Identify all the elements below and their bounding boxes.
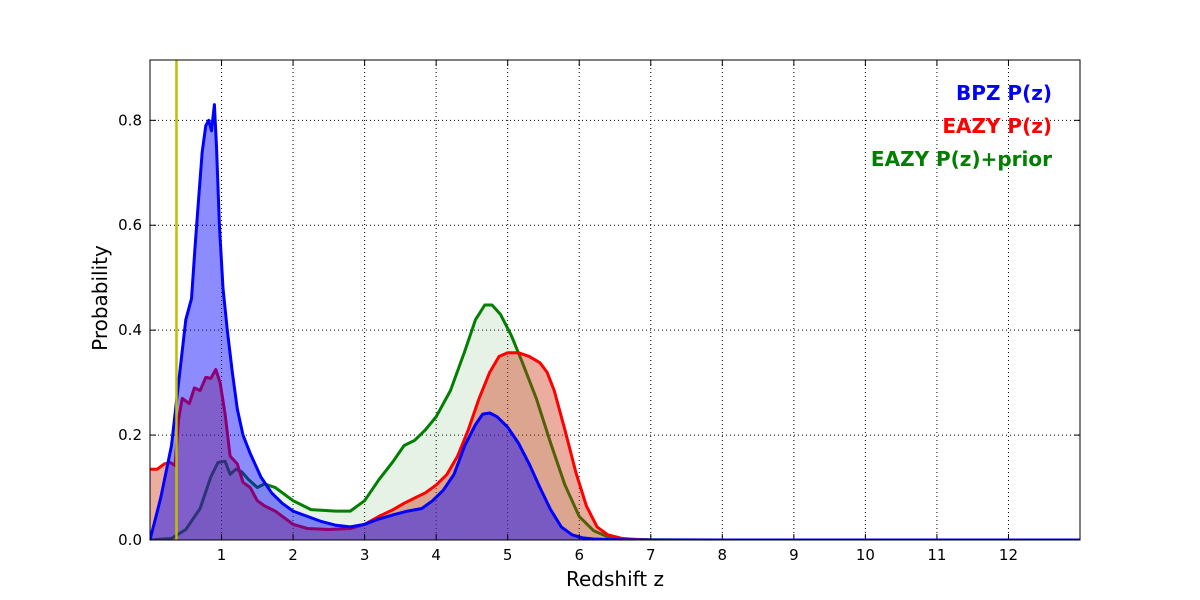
series-line-bpz-p-z — [150, 103, 1080, 540]
grid-layer — [150, 60, 1080, 541]
ticks-layer: 1 2 3 4 5 6 7 8 9 10 11 120.00.20.40.60.8 — [118, 60, 1080, 564]
x-tick-label: 3 — [360, 546, 370, 564]
series-layer — [150, 103, 1080, 540]
x-tick-label: 4 — [431, 546, 441, 564]
legend-entry-eazy: EAZY P(z) — [942, 114, 1052, 138]
y-axis-label: Probability — [88, 245, 112, 351]
x-tick-label: 9 — [789, 546, 799, 564]
legend-entry-eazy-prior: EAZY P(z)+prior — [871, 147, 1052, 171]
series-area-eazy-p-z — [150, 352, 1080, 540]
y-tick-label: 0.8 — [118, 111, 142, 129]
x-axis-label: Redshift z — [566, 567, 664, 591]
y-tick-label: 0.6 — [118, 216, 142, 234]
x-tick-label: 7 — [646, 546, 656, 564]
legend-entry-bpz: BPZ P(z) — [956, 81, 1052, 105]
x-tick-label: 12 — [999, 546, 1018, 564]
y-tick-label: 0.2 — [118, 426, 142, 444]
x-tick-label: 1 — [217, 546, 227, 564]
x-tick-label: 10 — [856, 546, 875, 564]
series-area-bpz-p-z — [150, 104, 1080, 540]
x-tick-label: 8 — [718, 546, 728, 564]
x-tick-label: 5 — [503, 546, 513, 564]
y-tick-label: 0.4 — [118, 321, 142, 339]
legend: BPZ P(z) EAZY P(z) EAZY P(z)+prior — [871, 81, 1052, 171]
x-tick-label: 6 — [574, 546, 584, 564]
x-tick-label: 11 — [927, 546, 946, 564]
series-area-eazy-p-z-prior — [150, 305, 1080, 540]
y-tick-label: 0.0 — [118, 531, 142, 549]
series-line-eazy-p-z-prior — [150, 303, 1080, 540]
x-tick-label: 2 — [288, 546, 298, 564]
plot-frame — [149, 59, 1081, 541]
